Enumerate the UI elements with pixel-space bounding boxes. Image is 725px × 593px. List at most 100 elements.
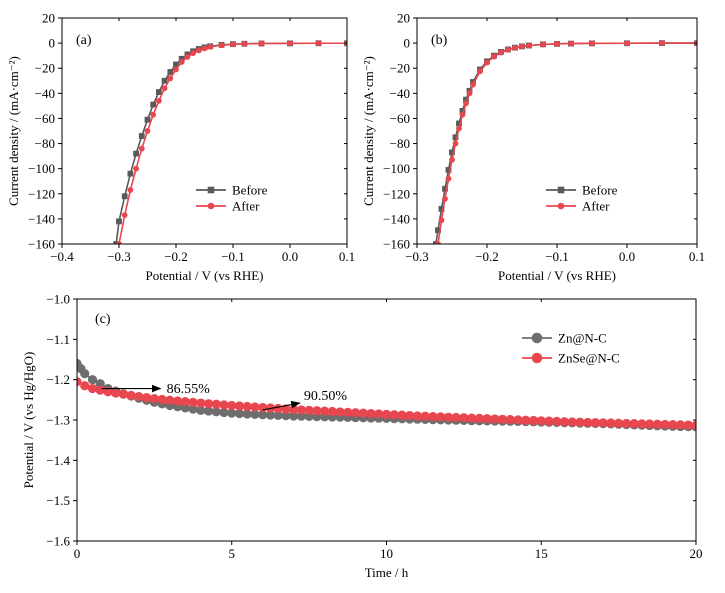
panel-c-series-znse-n-c-point: [459, 413, 469, 423]
panel-b-y-axis-label: Current density / (mA·cm⁻²): [361, 56, 376, 206]
panel-b-series-after-point: [477, 68, 483, 75]
panel-b-series-after-point: [540, 41, 546, 48]
panel-a-series-after-point: [258, 40, 265, 47]
panel-a-series-before-point: [121, 193, 128, 200]
panel-a-x-tick-label: 0.1: [339, 249, 355, 264]
panel-a-y-tick-label: −20: [35, 61, 55, 76]
panel-c-series-znse-n-c-point: [320, 406, 330, 416]
panel-c-series-znse-n-c-point: [242, 401, 252, 412]
panel-a-series-after-point: [315, 40, 322, 47]
panel-c-series-znse-n-c-point: [644, 419, 655, 429]
panel-a-y-tick-label: −40: [35, 86, 55, 101]
panel-a-series-after-point: [133, 165, 139, 172]
panel-a-x-tick-label: −0.3: [107, 249, 131, 264]
panel-b-legend-before-swatch-marker: [557, 186, 565, 194]
panel-c-annotation-label: 86.55%: [167, 382, 211, 397]
panel-b-legend-after-label: After: [582, 199, 610, 214]
panel-c-plot-area: [77, 358, 696, 432]
panel-b-y-tick-label: −160: [383, 237, 410, 252]
panel-a-series-before-point: [116, 218, 122, 225]
panel-a-series-before-line: [115, 42, 347, 244]
panel-c-series-znse-n-c-point: [652, 419, 662, 429]
panel-c-series-znse-n-c-point: [219, 400, 229, 410]
panel-b-y-tick-label: −80: [390, 136, 410, 151]
panel-a-series-after-point: [155, 97, 162, 104]
panel-c-x-tick-label: 0: [74, 546, 81, 561]
panel-a-series-after-point: [121, 212, 128, 219]
panel-c-y-tick-label: −1.5: [46, 493, 70, 508]
panel-a-series-after-point: [161, 85, 168, 92]
panel-a-series-after-line: [118, 42, 347, 244]
panel-a-series-before-point: [133, 150, 139, 157]
panel-a-series-after-point: [150, 111, 157, 118]
panel-b-legend-after-swatch-marker: [557, 202, 565, 210]
panel-c-series-znse-n-c-point: [428, 411, 438, 422]
panel-c-series-znse-n-c-point: [389, 410, 399, 420]
panel-b-series-after-point: [519, 43, 525, 50]
panel-c-series-znse-n-c-point: [343, 407, 353, 417]
panel-a-series-after-point: [173, 66, 179, 73]
panel-a-plot-area: [113, 40, 347, 244]
panel-c-series-znse-n-c-point: [614, 418, 624, 428]
panel-a-series-after-point: [201, 45, 208, 52]
panel-c-series-znse-n-c-point: [134, 392, 144, 402]
panel-b-series-after-point: [505, 46, 511, 53]
panel-b-series-after-point: [470, 81, 476, 88]
panel-b-y-tick-label: −120: [383, 186, 410, 201]
panel-c-series-znse-n-c-point: [312, 406, 322, 416]
panel-b-series-after-point: [449, 156, 455, 163]
panel-b-y-tick-label: 0: [404, 36, 411, 51]
panel-c-annotation-label: 90.50%: [304, 389, 348, 404]
panel-a-series-after-point: [138, 145, 145, 152]
panel-c-series-znse-n-c-point: [366, 408, 376, 419]
panel-c-series-znse-n-c-point: [451, 412, 461, 423]
panel-c-series-znse-n-c-point: [196, 398, 206, 408]
panel-c-label: (c): [95, 312, 111, 327]
panel-c-legend-zn-n-c-label: Zn@N-C: [558, 331, 607, 346]
panel-c-legend-znse-n-c-swatch-marker: [531, 352, 543, 364]
panel-b-y-tick-label: −140: [383, 211, 410, 226]
panel-c-series-znse-n-c-point: [637, 419, 647, 429]
panel-b-series-after-point: [459, 111, 466, 118]
panel-b-series-before-point: [445, 167, 452, 173]
panel-b-series-after-point: [463, 100, 469, 107]
panel-a-legend-after-label: After: [232, 199, 260, 214]
panel-c-series-znse-n-c-point: [358, 408, 368, 418]
panel-b-series-before-point: [452, 134, 459, 141]
panel-c-legend: Zn@N-C ZnSe@N-C: [522, 331, 620, 366]
panel-b-series-after-point: [498, 49, 504, 56]
panel-a-x-axis-label: Potential / V (vs RHE): [146, 268, 264, 283]
panel-b-series-after-point: [452, 140, 459, 147]
panel-a-y-axis-label: Current density / (mA·cm⁻²): [6, 56, 21, 206]
panel-c-series-znse-n-c-point: [165, 395, 175, 405]
panel-a-y-tick-label: −60: [35, 111, 55, 126]
panel-a-y-tick-label: 20: [42, 11, 55, 26]
panel-c-series-znse-n-c-point: [374, 409, 384, 419]
panel-c-series-znse-n-c-point: [273, 403, 283, 414]
panel-a-x-tick-label: −0.2: [164, 249, 188, 264]
panel-a-y-tick-label: −80: [35, 136, 55, 151]
panel-c-series-znse-n-c-point: [490, 414, 500, 424]
panel-c-x-tick-label: 15: [535, 546, 548, 561]
panel-b-x-tick-label: −0.2: [475, 249, 499, 264]
panel-a-series-before-point: [127, 170, 134, 177]
panel-c-series-znse-n-c-point: [95, 385, 105, 395]
panel-c-series-znse-n-c-point: [598, 418, 608, 428]
panel-c-series-znse-n-c-point: [606, 418, 616, 428]
panel-c-series-znse-n-c-point: [497, 414, 508, 424]
panel-b-series-after-point: [659, 40, 665, 47]
panel-a-y-tick-label: −160: [28, 237, 55, 252]
panel-b-series-after-line: [437, 42, 697, 244]
panel-a-series-after-point: [178, 59, 185, 65]
panel-c-series-znse-n-c-point: [296, 405, 306, 415]
panel-a-x-tick-label: −0.1: [221, 249, 245, 264]
panel-c: (c) Time / h Potential / V (vs Hg/HgO) Z…: [21, 292, 703, 581]
panel-b-y-tick-label: −100: [383, 161, 410, 176]
panel-c-series-znse-n-c-point: [327, 406, 337, 417]
panel-c-series-znse-n-c-point: [350, 408, 361, 418]
panel-a-series-before-point: [138, 133, 145, 139]
panel-a: (a) Potential / V (vs RHE) Current densi…: [6, 11, 355, 284]
